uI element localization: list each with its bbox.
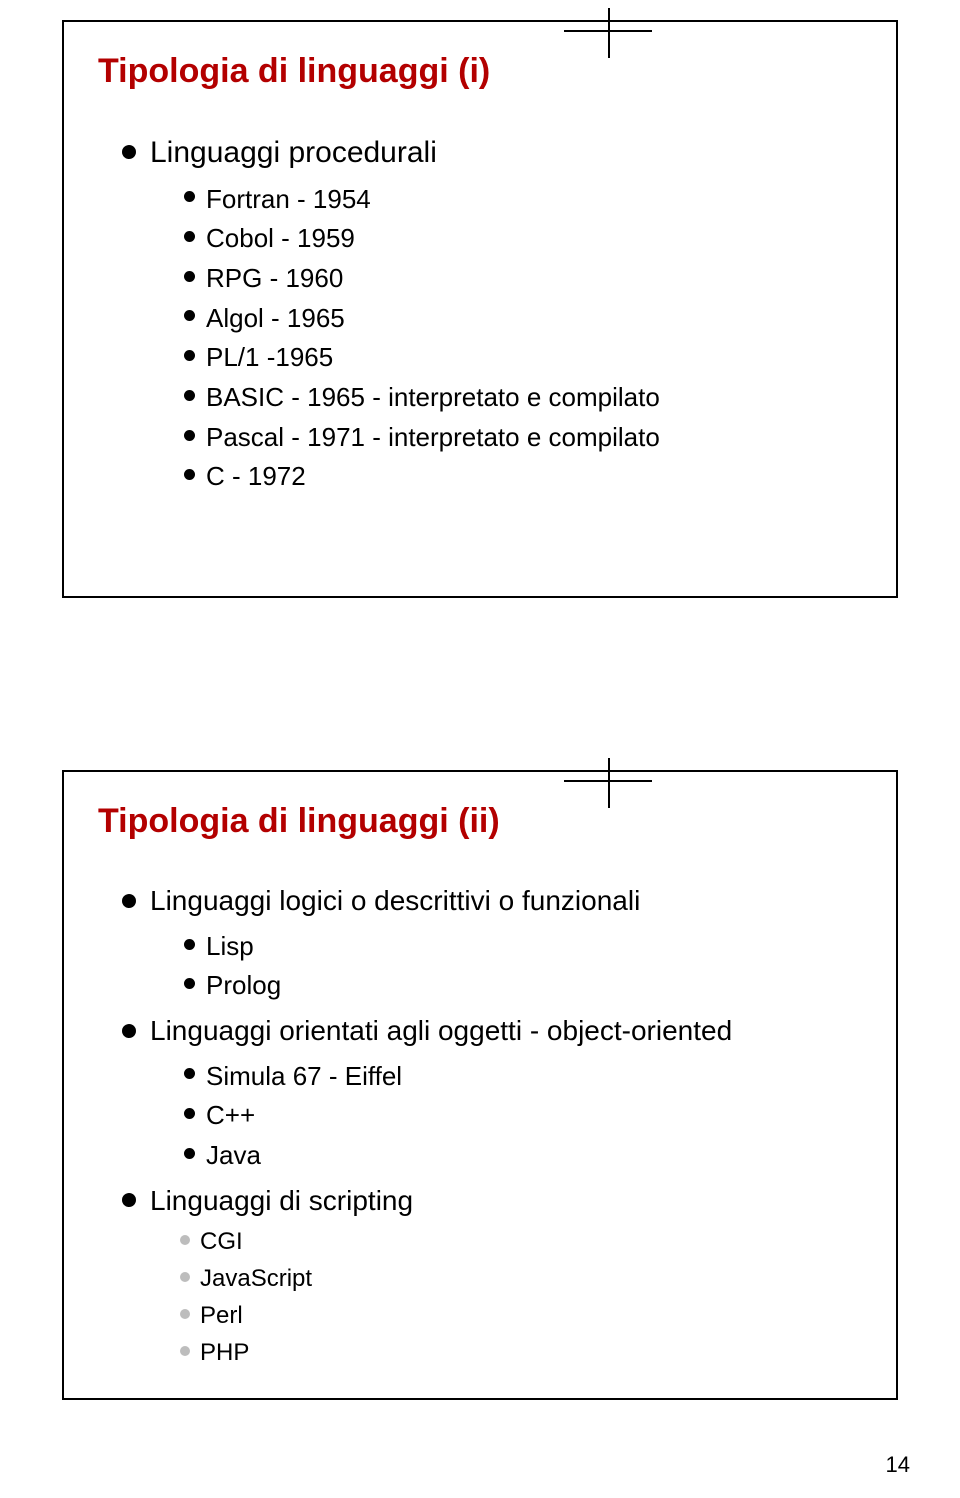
section-label: Linguaggi orientati agli oggetti - objec… <box>150 1015 732 1046</box>
item-text: Perl <box>200 1302 243 1329</box>
list-item: Linguaggi di scripting CGI JavaScript Pe… <box>122 1181 896 1371</box>
item-text: Cobol - 1959 <box>206 223 355 253</box>
section-label: Linguaggi procedurali <box>150 136 437 169</box>
list-item: CGI <box>180 1225 896 1260</box>
item-text: Pascal - 1971 - interpretato e compilato <box>206 422 660 452</box>
item-text: Java <box>206 1140 261 1170</box>
list-item: Java <box>184 1137 896 1175</box>
list-item: C - 1972 <box>184 458 896 496</box>
list-item: PL/1 -1965 <box>184 339 896 377</box>
section-label: Linguaggi di scripting <box>150 1185 413 1216</box>
item-text: Prolog <box>206 970 281 1000</box>
slide-2-title: Tipologia di linguaggi (ii) <box>98 802 896 841</box>
slide-1: Tipologia di linguaggi (i) Linguaggi pro… <box>62 20 898 598</box>
list-item: Algol - 1965 <box>184 300 896 338</box>
item-text: Simula 67 - Eiffel <box>206 1061 402 1091</box>
item-text: C++ <box>206 1100 255 1130</box>
item-text: BASIC - 1965 - interpretato e compilato <box>206 382 660 412</box>
list-item: RPG - 1960 <box>184 260 896 298</box>
slide-2-content: Linguaggi logici o descrittivi o funzion… <box>122 881 896 1370</box>
slide-2: Tipologia di linguaggi (ii) Linguaggi lo… <box>62 770 898 1400</box>
item-text: Algol - 1965 <box>206 303 345 333</box>
item-text: JavaScript <box>200 1265 312 1292</box>
list-item: PHP <box>180 1336 896 1371</box>
list-item: Perl <box>180 1299 896 1334</box>
item-text: Fortran - 1954 <box>206 184 371 214</box>
item-text: RPG - 1960 <box>206 263 343 293</box>
item-text: PHP <box>200 1339 249 1366</box>
slide-1-title: Tipologia di linguaggi (i) <box>98 52 896 91</box>
list-item: Pascal - 1971 - interpretato e compilato <box>184 419 896 457</box>
list-item: Simula 67 - Eiffel <box>184 1058 896 1096</box>
slide-1-content: Linguaggi procedurali Fortran - 1954 Cob… <box>122 131 896 496</box>
list-item: Cobol - 1959 <box>184 220 896 258</box>
item-text: CGI <box>200 1228 243 1255</box>
page: Tipologia di linguaggi (i) Linguaggi pro… <box>0 0 960 1498</box>
list-item: Fortran - 1954 <box>184 181 896 219</box>
list-item: Prolog <box>184 967 896 1005</box>
list-item: JavaScript <box>180 1262 896 1297</box>
list-item: Linguaggi orientati agli oggetti - objec… <box>122 1011 896 1175</box>
item-text: C - 1972 <box>206 461 306 491</box>
list-item: C++ <box>184 1097 896 1135</box>
list-item: Linguaggi procedurali Fortran - 1954 Cob… <box>122 131 896 496</box>
list-item: Linguaggi logici o descrittivi o funzion… <box>122 881 896 1005</box>
item-text: Lisp <box>206 931 254 961</box>
item-text: PL/1 -1965 <box>206 342 333 372</box>
page-number: 14 <box>886 1452 910 1478</box>
list-item: BASIC - 1965 - interpretato e compilato <box>184 379 896 417</box>
section-label: Linguaggi logici o descrittivi o funzion… <box>150 885 640 916</box>
list-item: Lisp <box>184 928 896 966</box>
